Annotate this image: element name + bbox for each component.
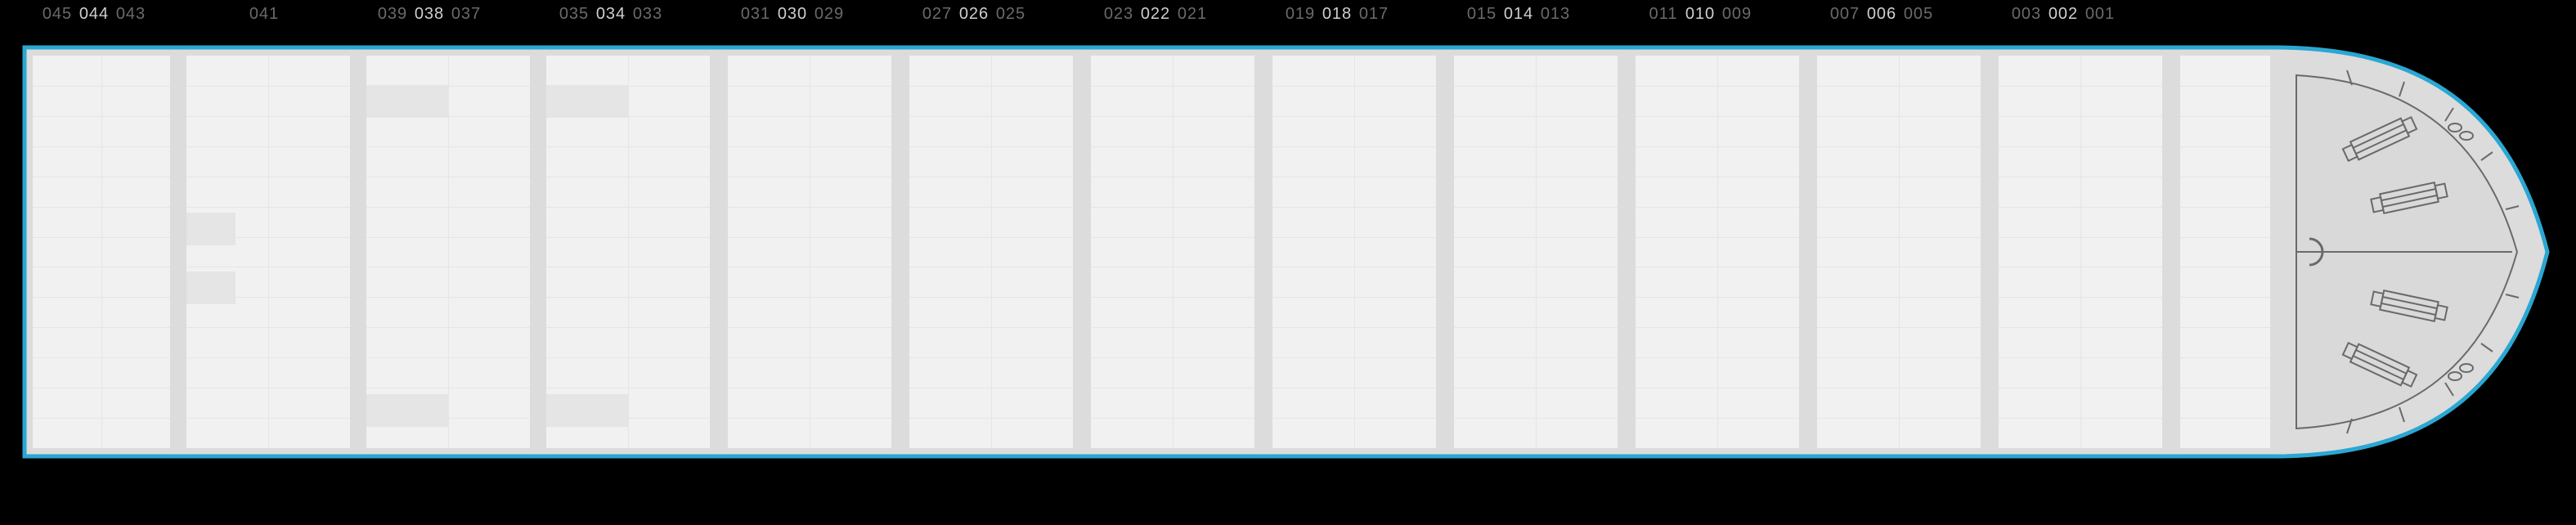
cargo-hatch — [2180, 56, 2270, 448]
cargo-hatch — [1636, 56, 1799, 448]
bay-number-label: 023 — [1104, 5, 1133, 24]
bay-number-label: 005 — [1904, 5, 1933, 24]
cargo-hatch — [1272, 56, 1436, 448]
bay-number-label: 043 — [116, 5, 146, 24]
bay-number-label: 019 — [1286, 5, 1315, 24]
bay-number-label: 021 — [1178, 5, 1207, 24]
blocked-slot — [186, 271, 236, 304]
bay-number-label: 018 — [1322, 5, 1352, 24]
bay-number-label: 030 — [778, 5, 807, 24]
row-divider — [2180, 418, 2270, 419]
bay-divider — [1173, 56, 1174, 448]
bay-divider — [991, 56, 992, 448]
row-divider — [2180, 357, 2270, 358]
bay-number-label: 045 — [43, 5, 72, 24]
bay-divider — [101, 56, 102, 448]
bay-number-label: 001 — [2085, 5, 2115, 24]
cargo-hatch — [186, 56, 350, 448]
bay-number-label: 011 — [1649, 5, 1678, 24]
bay-divider — [1536, 56, 1537, 448]
bay-number-label: 007 — [1830, 5, 1860, 24]
row-divider — [2180, 146, 2270, 147]
bay-divider — [2080, 56, 2081, 448]
bay-number-label: 044 — [79, 5, 109, 24]
row-divider — [2180, 237, 2270, 238]
bay-number-label: 009 — [1722, 5, 1752, 24]
bay-number-label: 015 — [1467, 5, 1497, 24]
cargo-hatch — [1454, 56, 1618, 448]
row-divider — [2180, 297, 2270, 298]
bay-number-label: 002 — [2049, 5, 2078, 24]
bay-number-label: 041 — [249, 5, 279, 24]
cargo-hatch — [1091, 56, 1254, 448]
cargo-hatch — [909, 56, 1073, 448]
bay-number-label: 010 — [1685, 5, 1715, 24]
row-divider — [2180, 327, 2270, 328]
cargo-hatch — [1817, 56, 1981, 448]
cargo-hatch — [33, 56, 170, 448]
bay-divider — [268, 56, 269, 448]
bay-number-label: 029 — [815, 5, 844, 24]
bay-number-label: 014 — [1504, 5, 1533, 24]
bay-number-label: 025 — [996, 5, 1025, 24]
bay-divider — [1354, 56, 1355, 448]
cargo-hatch — [728, 56, 891, 448]
bay-number-label: 031 — [741, 5, 770, 24]
bay-divider — [1899, 56, 1900, 448]
bay-number-label: 035 — [559, 5, 589, 24]
bay-number-label: 022 — [1141, 5, 1170, 24]
bay-number-label: 039 — [378, 5, 407, 24]
bay-number-label: 017 — [1359, 5, 1389, 24]
bay-divider — [448, 56, 449, 448]
bay-number-label: 006 — [1867, 5, 1896, 24]
row-divider — [2180, 116, 2270, 117]
bay-divider — [1717, 56, 1718, 448]
bay-number-label: 034 — [596, 5, 626, 24]
row-divider — [2180, 207, 2270, 208]
bay-number-label: 003 — [2012, 5, 2041, 24]
blocked-slot — [546, 394, 628, 427]
blocked-slot — [186, 213, 236, 245]
blocked-slot — [366, 394, 448, 427]
cargo-hatch — [1999, 56, 2162, 448]
bay-number-label: 037 — [451, 5, 481, 24]
ship-bayplan-diagram: 045 044 043 041 039 038 037 035 034 033 031 030 029 0… — [0, 0, 2576, 525]
bay-divider — [628, 56, 629, 448]
bay-number-label: 027 — [922, 5, 952, 24]
row-divider — [2180, 86, 2270, 87]
bay-number-label: 013 — [1541, 5, 1570, 24]
blocked-slot — [366, 85, 448, 118]
bay-number-label: 038 — [415, 5, 444, 24]
blocked-slot — [546, 85, 628, 118]
bay-number-label: 026 — [959, 5, 989, 24]
bay-number-label: 033 — [633, 5, 662, 24]
